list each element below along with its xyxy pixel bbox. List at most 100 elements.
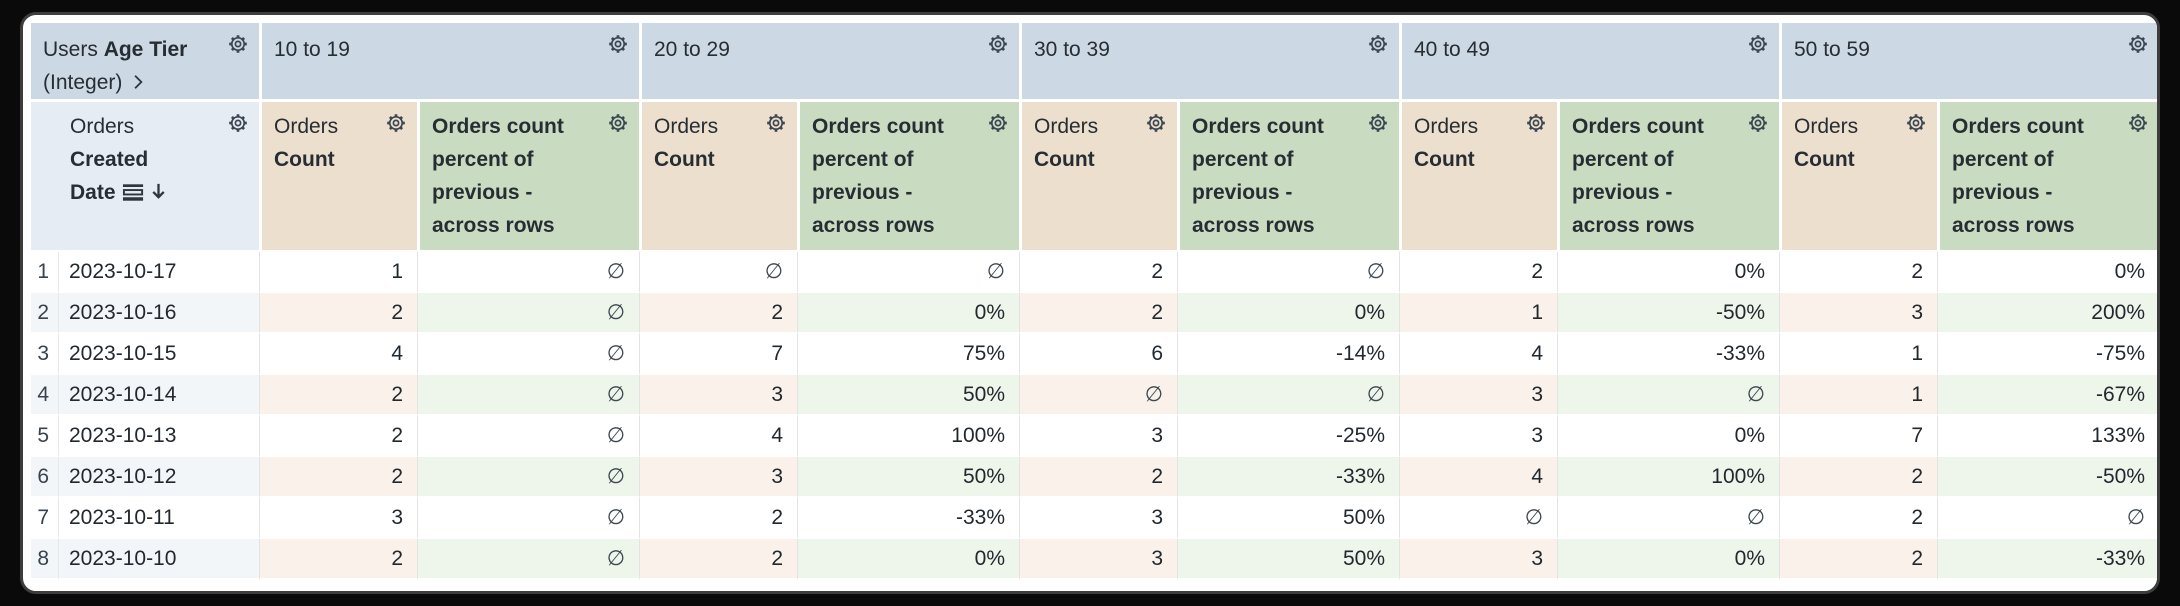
orders-count-cell[interactable]: 1 xyxy=(259,252,417,293)
percent-of-previous-cell[interactable]: ∅ xyxy=(417,498,639,539)
measure-header-percent-of-previous[interactable]: Orders count percent of previous - acros… xyxy=(1177,102,1399,252)
orders-count-cell[interactable]: 4 xyxy=(1399,457,1557,498)
percent-of-previous-cell[interactable]: 50% xyxy=(797,375,1019,416)
orders-count-cell[interactable]: 7 xyxy=(1779,416,1937,457)
orders-count-cell[interactable]: 2 xyxy=(639,498,797,539)
orders-count-cell[interactable]: 2 xyxy=(1019,293,1177,334)
orders-count-cell[interactable]: 4 xyxy=(1399,334,1557,375)
date-cell[interactable]: 2023-10-11 xyxy=(58,498,259,539)
percent-of-previous-cell[interactable]: ∅ xyxy=(417,457,639,498)
orders-count-cell[interactable]: 2 xyxy=(639,539,797,580)
percent-of-previous-cell[interactable]: ∅ xyxy=(1177,252,1399,293)
orders-count-cell[interactable]: 4 xyxy=(259,334,417,375)
orders-count-cell[interactable]: 2 xyxy=(1779,539,1937,580)
gear-icon[interactable] xyxy=(1144,111,1168,135)
measure-header-orders-count[interactable]: Orders Count xyxy=(1019,102,1177,252)
percent-of-previous-cell[interactable]: 0% xyxy=(797,539,1019,580)
orders-count-cell[interactable]: 3 xyxy=(1779,293,1937,334)
gear-icon[interactable] xyxy=(384,111,408,135)
percent-of-previous-cell[interactable]: ∅ xyxy=(417,416,639,457)
percent-of-previous-cell[interactable]: 50% xyxy=(1177,539,1399,580)
gear-icon[interactable] xyxy=(764,111,788,135)
measure-header-orders-count[interactable]: Orders Count xyxy=(1779,102,1937,252)
percent-of-previous-cell[interactable]: ∅ xyxy=(1177,375,1399,416)
orders-count-cell[interactable]: 7 xyxy=(639,334,797,375)
percent-of-previous-cell[interactable]: 0% xyxy=(1177,293,1399,334)
orders-count-cell[interactable]: ∅ xyxy=(639,252,797,293)
pivot-value-header[interactable]: 20 to 29 xyxy=(639,23,1019,102)
percent-of-previous-cell[interactable]: -33% xyxy=(1937,539,2157,580)
gear-icon[interactable] xyxy=(1746,32,1770,56)
percent-of-previous-cell[interactable]: -67% xyxy=(1937,375,2157,416)
date-cell[interactable]: 2023-10-13 xyxy=(58,416,259,457)
percent-of-previous-cell[interactable]: ∅ xyxy=(1557,498,1779,539)
gear-icon[interactable] xyxy=(2126,32,2150,56)
date-cell[interactable]: 2023-10-12 xyxy=(58,457,259,498)
gear-icon[interactable] xyxy=(226,32,250,56)
orders-count-cell[interactable]: ∅ xyxy=(1399,498,1557,539)
gear-icon[interactable] xyxy=(1366,32,1390,56)
orders-count-cell[interactable]: 2 xyxy=(259,416,417,457)
percent-of-previous-cell[interactable]: 0% xyxy=(797,293,1019,334)
percent-of-previous-cell[interactable]: 100% xyxy=(1557,457,1779,498)
percent-of-previous-cell[interactable]: -33% xyxy=(1177,457,1399,498)
percent-of-previous-cell[interactable]: 133% xyxy=(1937,416,2157,457)
date-cell[interactable]: 2023-10-10 xyxy=(58,539,259,580)
orders-count-cell[interactable]: 2 xyxy=(259,539,417,580)
percent-of-previous-cell[interactable]: 75% xyxy=(797,334,1019,375)
measure-header-percent-of-previous[interactable]: Orders count percent of previous - acros… xyxy=(797,102,1019,252)
orders-count-cell[interactable]: 3 xyxy=(1399,539,1557,580)
orders-count-cell[interactable]: 1 xyxy=(1779,375,1937,416)
gear-icon[interactable] xyxy=(1904,111,1928,135)
percent-of-previous-cell[interactable]: ∅ xyxy=(1557,375,1779,416)
rows-layout-icon[interactable] xyxy=(121,180,146,213)
percent-of-previous-cell[interactable]: 0% xyxy=(1557,539,1779,580)
measure-header-percent-of-previous[interactable]: Orders count percent of previous - acros… xyxy=(1937,102,2157,252)
sort-descending-icon[interactable] xyxy=(146,180,171,213)
orders-count-cell[interactable]: 2 xyxy=(1019,252,1177,293)
measure-header-orders-count[interactable]: Orders Count xyxy=(1399,102,1557,252)
row-field-header[interactable]: Orders Created Date xyxy=(58,102,259,252)
gear-icon[interactable] xyxy=(1746,111,1770,135)
orders-count-cell[interactable]: 2 xyxy=(1779,498,1937,539)
date-cell[interactable]: 2023-10-15 xyxy=(58,334,259,375)
measure-header-percent-of-previous[interactable]: Orders count percent of previous - acros… xyxy=(1557,102,1779,252)
measure-header-orders-count[interactable]: Orders Count xyxy=(259,102,417,252)
gear-icon[interactable] xyxy=(986,32,1010,56)
orders-count-cell[interactable]: 2 xyxy=(639,293,797,334)
percent-of-previous-cell[interactable]: ∅ xyxy=(417,539,639,580)
orders-count-cell[interactable]: 2 xyxy=(1779,457,1937,498)
percent-of-previous-cell[interactable]: 100% xyxy=(797,416,1019,457)
orders-count-cell[interactable]: 3 xyxy=(259,498,417,539)
percent-of-previous-cell[interactable]: -33% xyxy=(1557,334,1779,375)
orders-count-cell[interactable]: 2 xyxy=(1019,457,1177,498)
percent-of-previous-cell[interactable]: 0% xyxy=(1557,252,1779,293)
gear-icon[interactable] xyxy=(606,32,630,56)
orders-count-cell[interactable]: ∅ xyxy=(1019,375,1177,416)
percent-of-previous-cell[interactable]: ∅ xyxy=(1937,498,2157,539)
percent-of-previous-cell[interactable]: -25% xyxy=(1177,416,1399,457)
pivot-value-header[interactable]: 10 to 19 xyxy=(259,23,639,102)
gear-icon[interactable] xyxy=(2126,111,2150,135)
percent-of-previous-cell[interactable]: 50% xyxy=(1177,498,1399,539)
date-cell[interactable]: 2023-10-14 xyxy=(58,375,259,416)
orders-count-cell[interactable]: 3 xyxy=(1399,416,1557,457)
gear-icon[interactable] xyxy=(606,111,630,135)
percent-of-previous-cell[interactable]: -75% xyxy=(1937,334,2157,375)
orders-count-cell[interactable]: 4 xyxy=(639,416,797,457)
pivot-field-header[interactable]: Users Age Tier (Integer) xyxy=(31,23,259,102)
orders-count-cell[interactable]: 2 xyxy=(259,293,417,334)
percent-of-previous-cell[interactable]: ∅ xyxy=(417,375,639,416)
orders-count-cell[interactable]: 6 xyxy=(1019,334,1177,375)
percent-of-previous-cell[interactable]: ∅ xyxy=(417,252,639,293)
percent-of-previous-cell[interactable]: -50% xyxy=(1557,293,1779,334)
orders-count-cell[interactable]: 2 xyxy=(1779,252,1937,293)
percent-of-previous-cell[interactable]: ∅ xyxy=(797,252,1019,293)
date-cell[interactable]: 2023-10-16 xyxy=(58,293,259,334)
pivot-value-header[interactable]: 30 to 39 xyxy=(1019,23,1399,102)
percent-of-previous-cell[interactable]: 0% xyxy=(1937,252,2157,293)
orders-count-cell[interactable]: 3 xyxy=(639,375,797,416)
percent-of-previous-cell[interactable]: ∅ xyxy=(417,293,639,334)
gear-icon[interactable] xyxy=(986,111,1010,135)
pivot-value-header[interactable]: 40 to 49 xyxy=(1399,23,1779,102)
